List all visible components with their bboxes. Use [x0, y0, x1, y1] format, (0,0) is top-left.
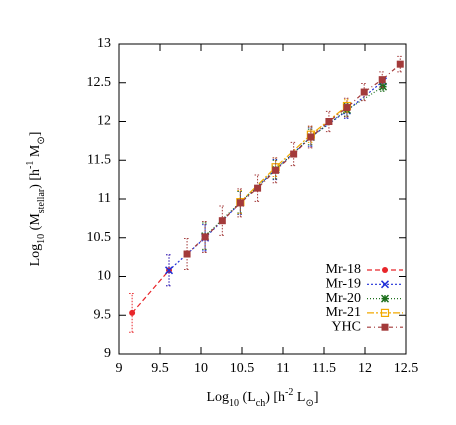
x-tick-label: 9.5 — [151, 361, 169, 376]
error-bar — [379, 71, 386, 88]
series-line — [131, 269, 170, 314]
marker — [254, 184, 262, 192]
marker — [290, 150, 298, 158]
marker — [360, 88, 368, 96]
x-axis-label-part: -2 — [285, 387, 293, 398]
marker — [379, 82, 388, 91]
y-tick-label: 13 — [97, 36, 111, 51]
x-axis-label-part: ] — [314, 390, 319, 405]
x-axis-label: Log10 (Lch) [h-2 L⊙] — [206, 387, 318, 409]
x-tick-label: 12 — [358, 361, 372, 376]
x-tick-label: 10 — [194, 361, 208, 376]
legend-label: YHC — [331, 319, 361, 334]
error-bar — [219, 205, 226, 236]
marker — [183, 250, 191, 258]
legend-label: Mr-21 — [326, 305, 362, 320]
legend-marker — [380, 280, 390, 289]
marker — [218, 217, 226, 225]
y-tick-label: 9.5 — [94, 307, 112, 322]
error-bar — [361, 83, 368, 102]
x-tick-label: 10.5 — [230, 361, 255, 376]
marker — [325, 118, 333, 125]
y-tick-label: 12.5 — [87, 75, 112, 90]
error-bar — [397, 55, 404, 73]
y-axis-label-part: stellar — [36, 188, 47, 213]
x-axis-label-part: ) [h — [265, 390, 285, 405]
marker — [343, 104, 351, 112]
marker — [307, 133, 315, 141]
y-axis-label-part: ) [h — [28, 169, 43, 189]
marker — [164, 266, 174, 275]
legend-label: Mr-18 — [326, 262, 362, 277]
marker — [236, 199, 244, 207]
y-axis-label-part: Log — [28, 244, 43, 267]
marker — [201, 233, 209, 241]
legend-label: Mr-19 — [326, 277, 362, 292]
y-tick-label: 11.5 — [87, 152, 111, 167]
x-axis-label-part: Log — [206, 390, 229, 405]
marker — [272, 166, 280, 174]
x-tick-label: 12.5 — [394, 361, 419, 376]
y-axis-label: Log10 (Mstellar) [h-1 M⊙] — [25, 132, 47, 267]
marker — [378, 76, 386, 84]
y-axis-label-part: 10 — [36, 234, 47, 244]
y-tick-label: 9 — [104, 346, 111, 361]
error-bar — [237, 188, 244, 218]
x-axis-label-part: ⊙ — [305, 398, 313, 409]
error-bar — [290, 141, 297, 167]
x-axis-label-part: (L — [239, 390, 256, 405]
y-axis-label-part: (M — [28, 213, 43, 234]
marker — [396, 60, 404, 68]
x-tick-label: 11.5 — [312, 361, 336, 376]
error-bar — [307, 125, 314, 149]
y-tick-label: 10.5 — [87, 230, 112, 245]
y-tick-label: 11 — [98, 191, 111, 206]
legend-marker — [380, 294, 390, 303]
x-tick-label: 9 — [116, 361, 123, 376]
legend-label: Mr-20 — [326, 291, 362, 306]
legend-marker — [381, 323, 389, 331]
legend-marker — [380, 308, 390, 317]
y-tick-label: 10 — [97, 269, 111, 284]
y-tick-label: 12 — [97, 114, 111, 129]
x-axis-label-part: ch — [256, 398, 265, 409]
marker — [129, 309, 136, 316]
y-axis-label-part: -1 — [25, 161, 36, 169]
y-axis-label-part: M — [28, 144, 43, 161]
x-axis-label-part: L — [293, 390, 305, 405]
y-axis-label-part: ] — [28, 132, 43, 137]
x-axis-label-part: 10 — [229, 398, 239, 409]
y-axis-label-part: ⊙ — [36, 136, 47, 144]
x-tick-label: 11 — [276, 361, 289, 376]
legend-marker — [382, 267, 388, 273]
